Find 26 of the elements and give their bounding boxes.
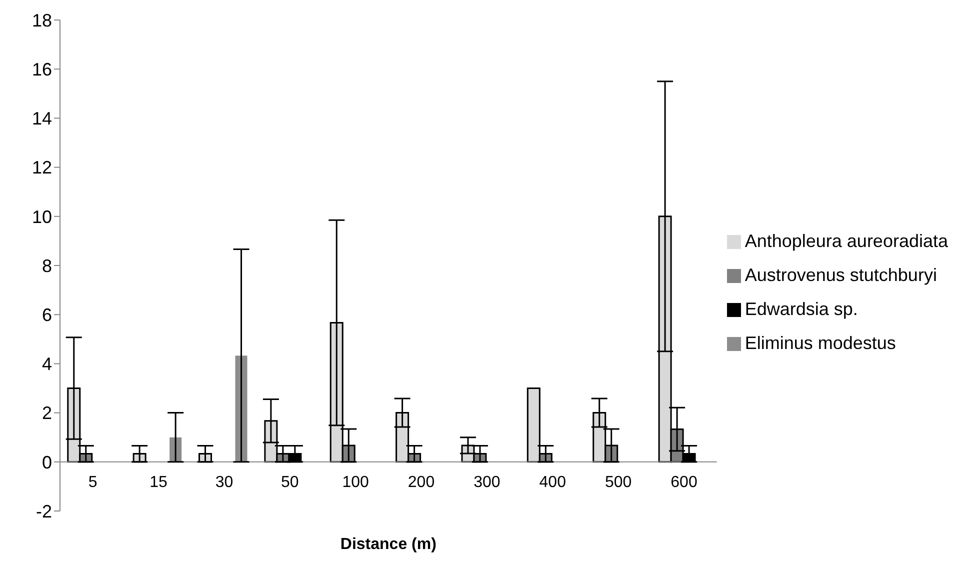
x-tick-label: 500 [604,474,632,492]
y-tick-label: 0 [42,452,52,472]
y-tick-label: 6 [42,304,52,325]
y-tick-label: 8 [42,256,52,276]
y-tick-label: 4 [42,354,52,374]
x-tick-label: 30 [215,474,234,492]
legend-label: Edwardsia sp. [744,298,858,318]
legend-label: Anthopleura aureoradiata [744,230,948,250]
x-tick-label: 400 [539,474,566,492]
x-tick-label: 600 [670,474,698,492]
x-tick-label: 5 [88,474,98,492]
y-tick-label: 2 [42,403,52,424]
y-tick-label: 14 [32,108,52,129]
legend-label: Austrovenus stutchburyi [744,264,937,284]
legend-label: Eliminus modestus [744,332,896,352]
x-tick-label: 300 [474,474,500,492]
y-tick-label: 16 [32,59,52,80]
x-tick-label: 15 [150,474,168,492]
y-tick-label: 10 [32,206,52,227]
x-axis-title: Distance (m) [340,536,436,553]
y-tick-label: 18 [32,10,52,30]
y-tick-label: -2 [36,501,52,522]
x-tick-label: 100 [342,474,370,492]
x-tick-label: 200 [408,474,435,492]
y-tick-label: 12 [32,158,52,178]
x-tick-label: 50 [280,474,299,492]
